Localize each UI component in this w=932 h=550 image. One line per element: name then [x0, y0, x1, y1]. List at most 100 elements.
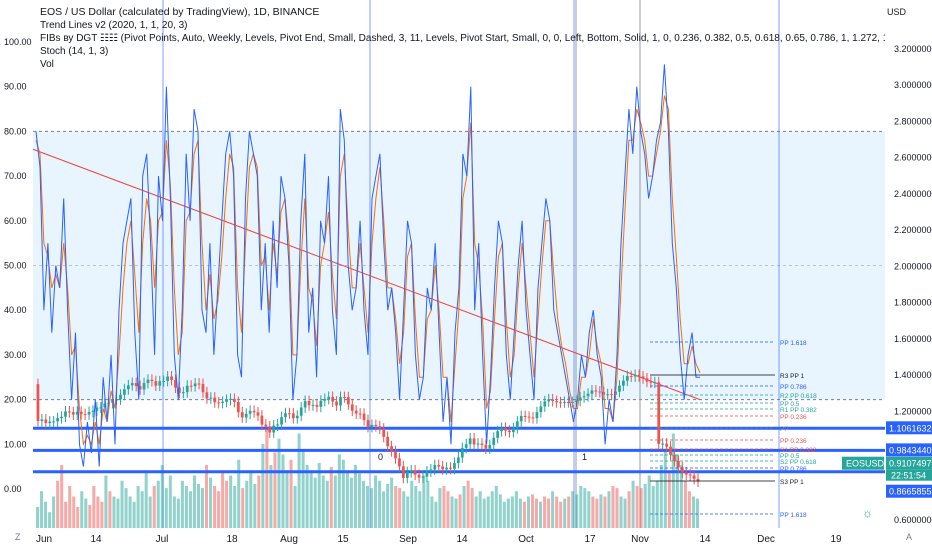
candle-body	[653, 382, 657, 384]
candle-body	[645, 378, 649, 382]
volume-bar	[607, 491, 611, 528]
candle-body	[56, 418, 59, 422]
volume-bar	[196, 483, 200, 528]
candle-body	[370, 424, 374, 427]
stoch-band-fill	[33, 131, 885, 400]
volume-bar	[434, 501, 438, 528]
volume-bar	[462, 486, 466, 528]
candle-body	[36, 384, 40, 421]
volume-bar	[209, 477, 213, 528]
volume-bar	[245, 480, 249, 528]
volume-bar	[68, 486, 72, 528]
candle-body	[500, 427, 503, 432]
volume-bar	[378, 480, 382, 528]
price-label-last: 0.9107497	[889, 459, 932, 469]
pivot-level-label: R1 PP 0.382	[780, 407, 817, 414]
candle-body	[331, 396, 335, 402]
candle-body	[684, 472, 688, 475]
volume-bar	[595, 498, 599, 528]
x-tick-label: 15	[337, 534, 349, 545]
volume-bar	[486, 496, 490, 528]
candle-body	[386, 436, 390, 447]
volume-bar	[361, 480, 365, 528]
zoom-corner[interactable]: Z	[15, 532, 21, 542]
candle-body	[680, 467, 684, 473]
candle-body	[555, 401, 558, 403]
candle-body	[504, 427, 507, 431]
volume-bar	[192, 475, 196, 528]
indicator-stoch[interactable]: Stoch (14, 1, 3)	[40, 46, 109, 57]
candle-body	[181, 392, 185, 394]
volume-bar	[237, 459, 241, 528]
x-tick-label: 14	[699, 534, 711, 545]
volume-bar	[506, 498, 510, 528]
candle-body	[221, 401, 225, 403]
volume-bar	[64, 501, 68, 528]
volume-bar	[683, 480, 687, 528]
volume-bar	[663, 449, 667, 528]
volume-bar	[402, 491, 406, 528]
candle-body	[40, 419, 44, 421]
candle-body	[374, 424, 378, 427]
candle-body	[264, 424, 268, 427]
candle-body	[515, 421, 519, 429]
indicator-trend-lines[interactable]: Trend Lines v2 (2020, 1, 1, 20, 3)	[40, 20, 188, 31]
price-label-last-bg	[886, 456, 932, 470]
volume-bar	[382, 491, 386, 528]
candle-body	[441, 466, 445, 470]
volume-bar	[136, 486, 140, 528]
pivot-marker: 0	[378, 452, 383, 462]
volume-bar	[96, 496, 100, 528]
candle-body	[276, 424, 280, 426]
volume-bar	[442, 486, 446, 528]
volume-bar	[563, 498, 567, 528]
x-tick-label: Jun	[36, 534, 52, 545]
candle-body	[492, 437, 496, 446]
candle-body	[311, 404, 315, 406]
candle-body	[567, 401, 570, 403]
volume-bar	[128, 496, 132, 528]
price-label-level-2-bg	[886, 443, 932, 457]
pivot-level-label: PP 0.236	[780, 438, 807, 445]
candle-body	[91, 410, 95, 412]
candle-body	[315, 404, 319, 407]
price-tick-label: 2.4000000	[894, 189, 932, 199]
volume-bar	[502, 501, 506, 528]
candle-body	[150, 379, 154, 382]
candle-body	[417, 474, 421, 478]
volume-bar	[164, 488, 168, 528]
x-tick-label: 14	[90, 534, 102, 545]
volume-bar	[100, 501, 104, 528]
candle-body	[272, 425, 276, 433]
candle-body	[366, 420, 370, 427]
candle-body	[142, 383, 146, 390]
chart-title[interactable]: EOS / US Dollar (calculated by TradingVi…	[40, 6, 320, 18]
volume-bar	[140, 491, 144, 528]
volume-bar	[659, 465, 663, 528]
auto-scale-corner[interactable]: A	[906, 532, 913, 542]
candle-body	[472, 438, 476, 445]
volume-bar	[575, 494, 579, 528]
volume-bar	[40, 491, 44, 528]
pivot-level-label: PP	[780, 426, 789, 433]
theme-toggle[interactable]: ☼	[862, 506, 873, 520]
pivot-level-label: S1 PP 0.382	[780, 447, 817, 454]
candle-body	[327, 396, 331, 399]
candle-body	[563, 401, 566, 403]
candle-body	[225, 399, 228, 402]
indicator-fibs[interactable]: FIBs ву DGT ☷☷ (Pivot Points, Auto, Week…	[40, 33, 885, 44]
volume-bar	[305, 465, 309, 528]
volume-bar	[547, 498, 551, 528]
candle-body	[382, 428, 386, 437]
volume-bar	[253, 483, 257, 528]
candle-body	[661, 443, 665, 445]
volume-bar	[470, 488, 474, 528]
sun-icon[interactable]: ☼	[862, 506, 873, 520]
indicator-vol[interactable]: Vol	[40, 59, 54, 70]
volume-bar	[643, 483, 647, 528]
candle-body	[119, 394, 122, 400]
